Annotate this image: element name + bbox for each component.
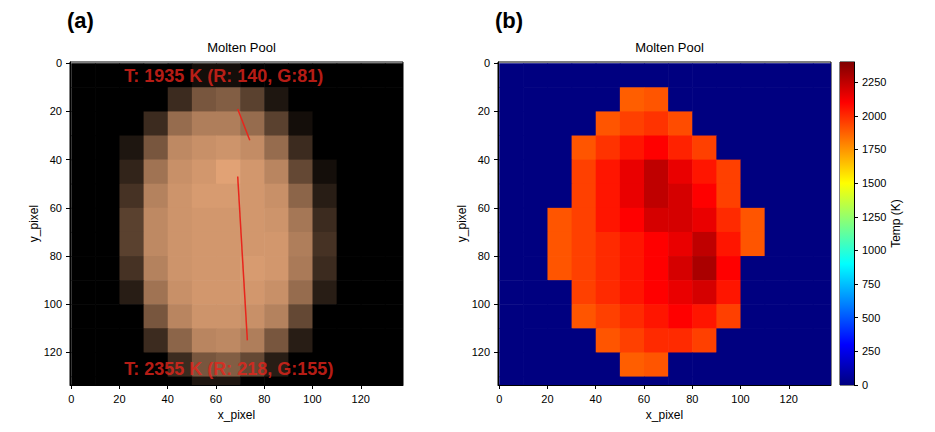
- svg-text:100: 100: [472, 298, 490, 310]
- svg-text:20: 20: [50, 105, 62, 117]
- svg-text:120: 120: [352, 393, 370, 405]
- svg-text:100: 100: [44, 298, 62, 310]
- svg-text:x_pixel: x_pixel: [646, 408, 683, 422]
- svg-text:120: 120: [44, 346, 62, 358]
- svg-text:120: 120: [780, 393, 798, 405]
- svg-text:250: 250: [862, 345, 880, 357]
- svg-text:60: 60: [210, 393, 222, 405]
- svg-text:500: 500: [862, 312, 880, 324]
- svg-text:60: 60: [50, 202, 62, 214]
- svg-text:0: 0: [68, 393, 74, 405]
- svg-text:x_pixel: x_pixel: [218, 408, 255, 422]
- svg-text:20: 20: [113, 393, 125, 405]
- svg-text:60: 60: [478, 202, 490, 214]
- svg-text:0: 0: [56, 57, 62, 69]
- svg-text:Temp (K): Temp (K): [889, 199, 903, 248]
- svg-text:2250: 2250: [862, 76, 886, 88]
- svg-text:Molten Pool: Molten Pool: [635, 40, 704, 55]
- svg-text:1000: 1000: [862, 244, 886, 256]
- svg-text:60: 60: [638, 393, 650, 405]
- svg-text:20: 20: [541, 393, 553, 405]
- svg-text:750: 750: [862, 278, 880, 290]
- svg-text:80: 80: [258, 393, 270, 405]
- svg-text:0: 0: [484, 57, 490, 69]
- svg-text:20: 20: [478, 105, 490, 117]
- svg-text:100: 100: [731, 393, 749, 405]
- svg-text:(a): (a): [67, 8, 94, 33]
- svg-text:Molten Pool: Molten Pool: [207, 40, 276, 55]
- svg-text:80: 80: [50, 250, 62, 262]
- svg-text:120: 120: [472, 346, 490, 358]
- svg-text:100: 100: [303, 393, 321, 405]
- svg-text:80: 80: [478, 250, 490, 262]
- svg-text:(b): (b): [495, 8, 523, 33]
- svg-text:1750: 1750: [862, 143, 886, 155]
- svg-text:1250: 1250: [862, 211, 886, 223]
- svg-text:40: 40: [478, 154, 490, 166]
- svg-text:2000: 2000: [862, 110, 886, 122]
- svg-text:40: 40: [590, 393, 602, 405]
- svg-text:80: 80: [686, 393, 698, 405]
- svg-text:1500: 1500: [862, 177, 886, 189]
- svg-text:T: 1935 K (R: 140, G:81): T: 1935 K (R: 140, G:81): [124, 66, 323, 86]
- svg-text:y_pixel: y_pixel: [27, 205, 41, 242]
- svg-text:0: 0: [862, 379, 868, 391]
- svg-text:0: 0: [496, 393, 502, 405]
- svg-text:40: 40: [162, 393, 174, 405]
- svg-text:40: 40: [50, 154, 62, 166]
- svg-text:T: 2355 K (R: 218, G:155): T: 2355 K (R: 218, G:155): [124, 359, 333, 379]
- svg-text:y_pixel: y_pixel: [455, 205, 469, 242]
